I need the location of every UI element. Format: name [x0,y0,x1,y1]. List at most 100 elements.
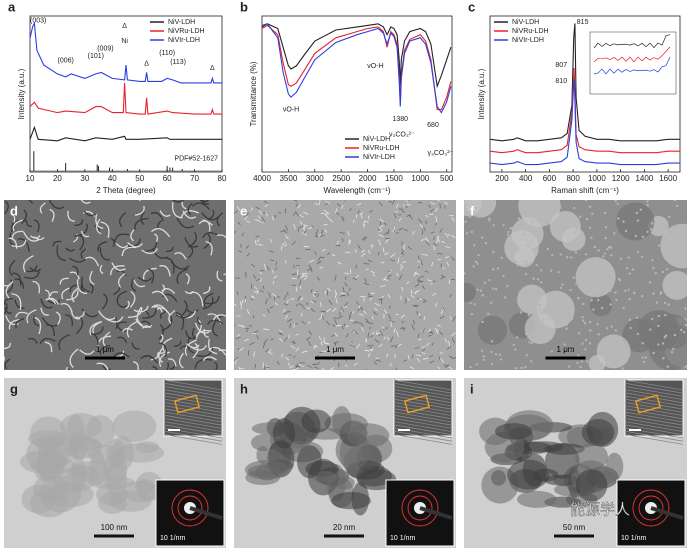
grain [538,291,541,294]
flake [182,210,197,219]
grain [657,343,660,346]
flake [65,314,73,327]
grain [473,244,476,247]
flake [79,349,95,355]
flake [379,218,385,223]
grain [584,253,588,256]
grain [515,249,519,252]
flake [165,257,175,274]
grain [492,268,495,271]
grain [583,276,587,279]
flake [216,314,226,322]
flake [395,313,399,316]
flake [313,366,319,369]
grain [617,277,621,281]
saed-ring [407,495,433,521]
flake [268,292,271,299]
flake [12,272,22,286]
flake [69,284,78,293]
flake [270,259,275,262]
x-tick-label: 20 [53,174,62,183]
grain [569,348,572,352]
flake [132,277,146,288]
flake [244,215,248,221]
flake [328,299,333,305]
grain [490,350,493,354]
flake [448,341,451,347]
flake [414,272,420,275]
grain [490,340,494,343]
lattice [163,379,223,391]
lattice [393,405,453,416]
flake [431,342,435,346]
flake [295,203,298,207]
flake [383,327,389,331]
flake [427,328,431,333]
data-line [29,82,222,115]
flake [185,330,195,340]
lattice [163,405,223,416]
cluster [660,223,687,269]
grain [509,227,512,230]
flake [344,272,350,275]
x-tick-label: 50 [135,174,144,183]
flake [417,280,424,283]
saed-ring [171,489,209,527]
flake [167,358,177,367]
flake [4,356,5,362]
flake [12,219,24,232]
annotation: 810 [555,78,567,85]
grain [585,360,589,363]
particle [272,418,296,449]
flake [263,328,270,331]
x-tick-label: 600 [543,174,557,183]
grain [600,306,604,310]
legend-label: NiV-LDH [363,136,390,143]
flake [365,321,370,324]
flake [446,233,451,238]
grain [503,296,507,299]
flake [343,306,348,308]
flake [100,221,110,238]
flake [342,286,345,293]
flake [351,329,355,334]
grain [684,307,687,310]
grain [622,307,625,310]
flake [236,315,241,317]
flake [378,227,383,231]
flake [284,224,289,231]
flake [33,314,40,327]
flake [348,239,351,244]
flake [39,337,56,345]
particle [27,430,69,448]
flake [419,276,425,278]
scale-bar-label: 50 nm [563,523,586,532]
flake [440,274,446,279]
flake [414,290,419,295]
flake [150,212,164,222]
flake [75,311,85,319]
legend-label: NiVIr-LDH [168,37,200,44]
flake [403,228,409,232]
grain [532,333,536,336]
flake [315,231,318,236]
flake [130,228,136,242]
scale-bar-label: 1 μm [96,345,114,354]
flake [269,306,274,309]
flake [421,351,426,355]
flake [421,348,426,352]
lattice [393,379,453,391]
flake [448,278,451,285]
grain [646,200,649,203]
flake [444,364,450,369]
flake [102,364,112,370]
flake [137,276,153,282]
flake [10,219,26,230]
flake [176,217,195,229]
panel-letter: d [10,203,18,218]
grain [614,291,617,294]
flake [39,202,46,214]
y-axis-label: Intensity (a.u.) [477,68,486,119]
flake [185,308,199,314]
grain [475,363,479,366]
